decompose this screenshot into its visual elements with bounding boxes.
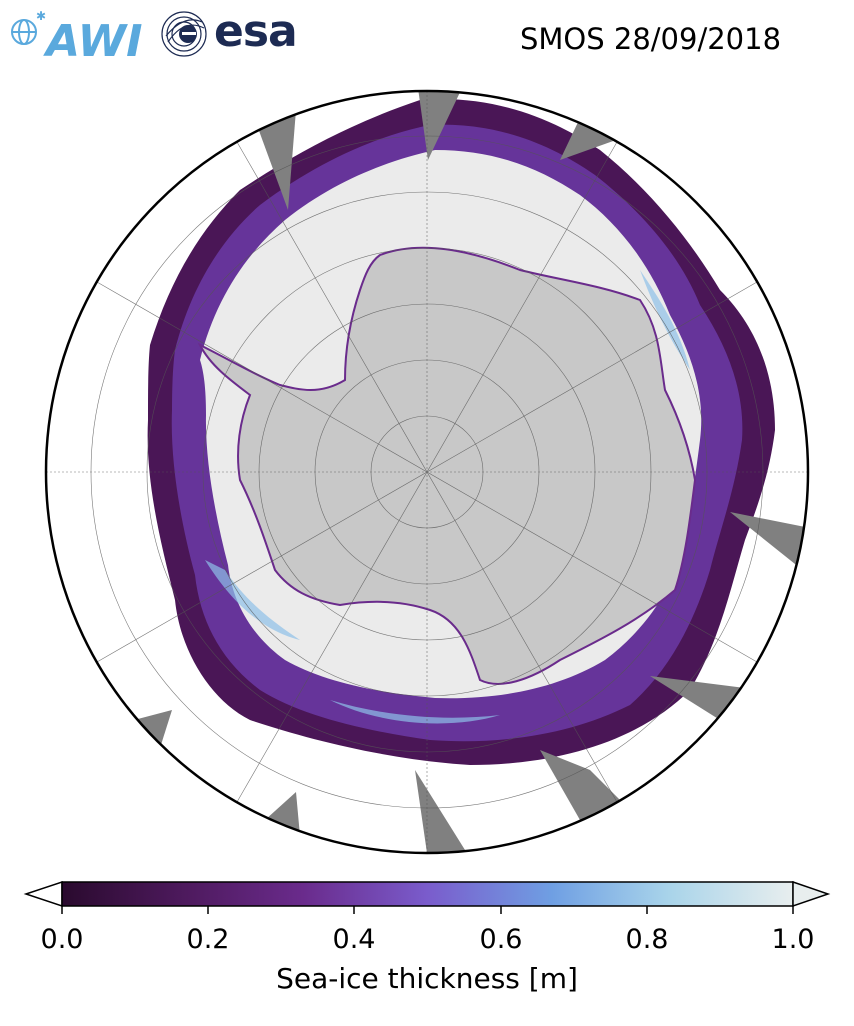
awi-logo: ✱ AWI bbox=[11, 9, 143, 60]
colorbar-gradient bbox=[61, 881, 794, 907]
graticule bbox=[46, 91, 808, 853]
colorbar-extend-low bbox=[23, 880, 63, 908]
antarctica-land bbox=[197, 246, 697, 685]
colorbar-extend-high bbox=[792, 880, 831, 908]
colorbar-label: Sea-ice thickness [m] bbox=[276, 962, 578, 995]
colorbar-tick-label: 0.6 bbox=[479, 924, 523, 955]
sea-ice-map bbox=[44, 89, 810, 855]
colorbar bbox=[23, 880, 831, 914]
esa-logo-text: esa bbox=[214, 6, 298, 57]
colorbar-tick-label: 0.0 bbox=[40, 924, 84, 955]
svg-text:✱: ✱ bbox=[36, 9, 46, 23]
map-boundary bbox=[44, 89, 810, 855]
colorbar-tick-label: 1.0 bbox=[771, 924, 815, 955]
colorbar-tick-label: 0.4 bbox=[332, 924, 376, 955]
awi-logo-text: AWI bbox=[43, 16, 143, 60]
colorbar-tick-label: 0.8 bbox=[625, 924, 669, 955]
esa-logo-mark bbox=[161, 11, 207, 57]
map-title: SMOS 28/09/2018 bbox=[520, 22, 782, 56]
nodata-wedges bbox=[134, 91, 808, 853]
colorbar-tick-label: 0.2 bbox=[186, 924, 230, 955]
